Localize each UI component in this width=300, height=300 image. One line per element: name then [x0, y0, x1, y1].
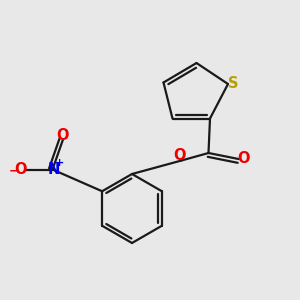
Text: +: +	[56, 158, 64, 168]
Text: O: O	[14, 162, 26, 177]
Text: S: S	[228, 76, 239, 91]
Text: −: −	[9, 164, 20, 178]
Text: O: O	[237, 151, 250, 166]
Text: N: N	[47, 162, 60, 177]
Text: O: O	[56, 128, 69, 142]
Text: O: O	[174, 148, 186, 163]
